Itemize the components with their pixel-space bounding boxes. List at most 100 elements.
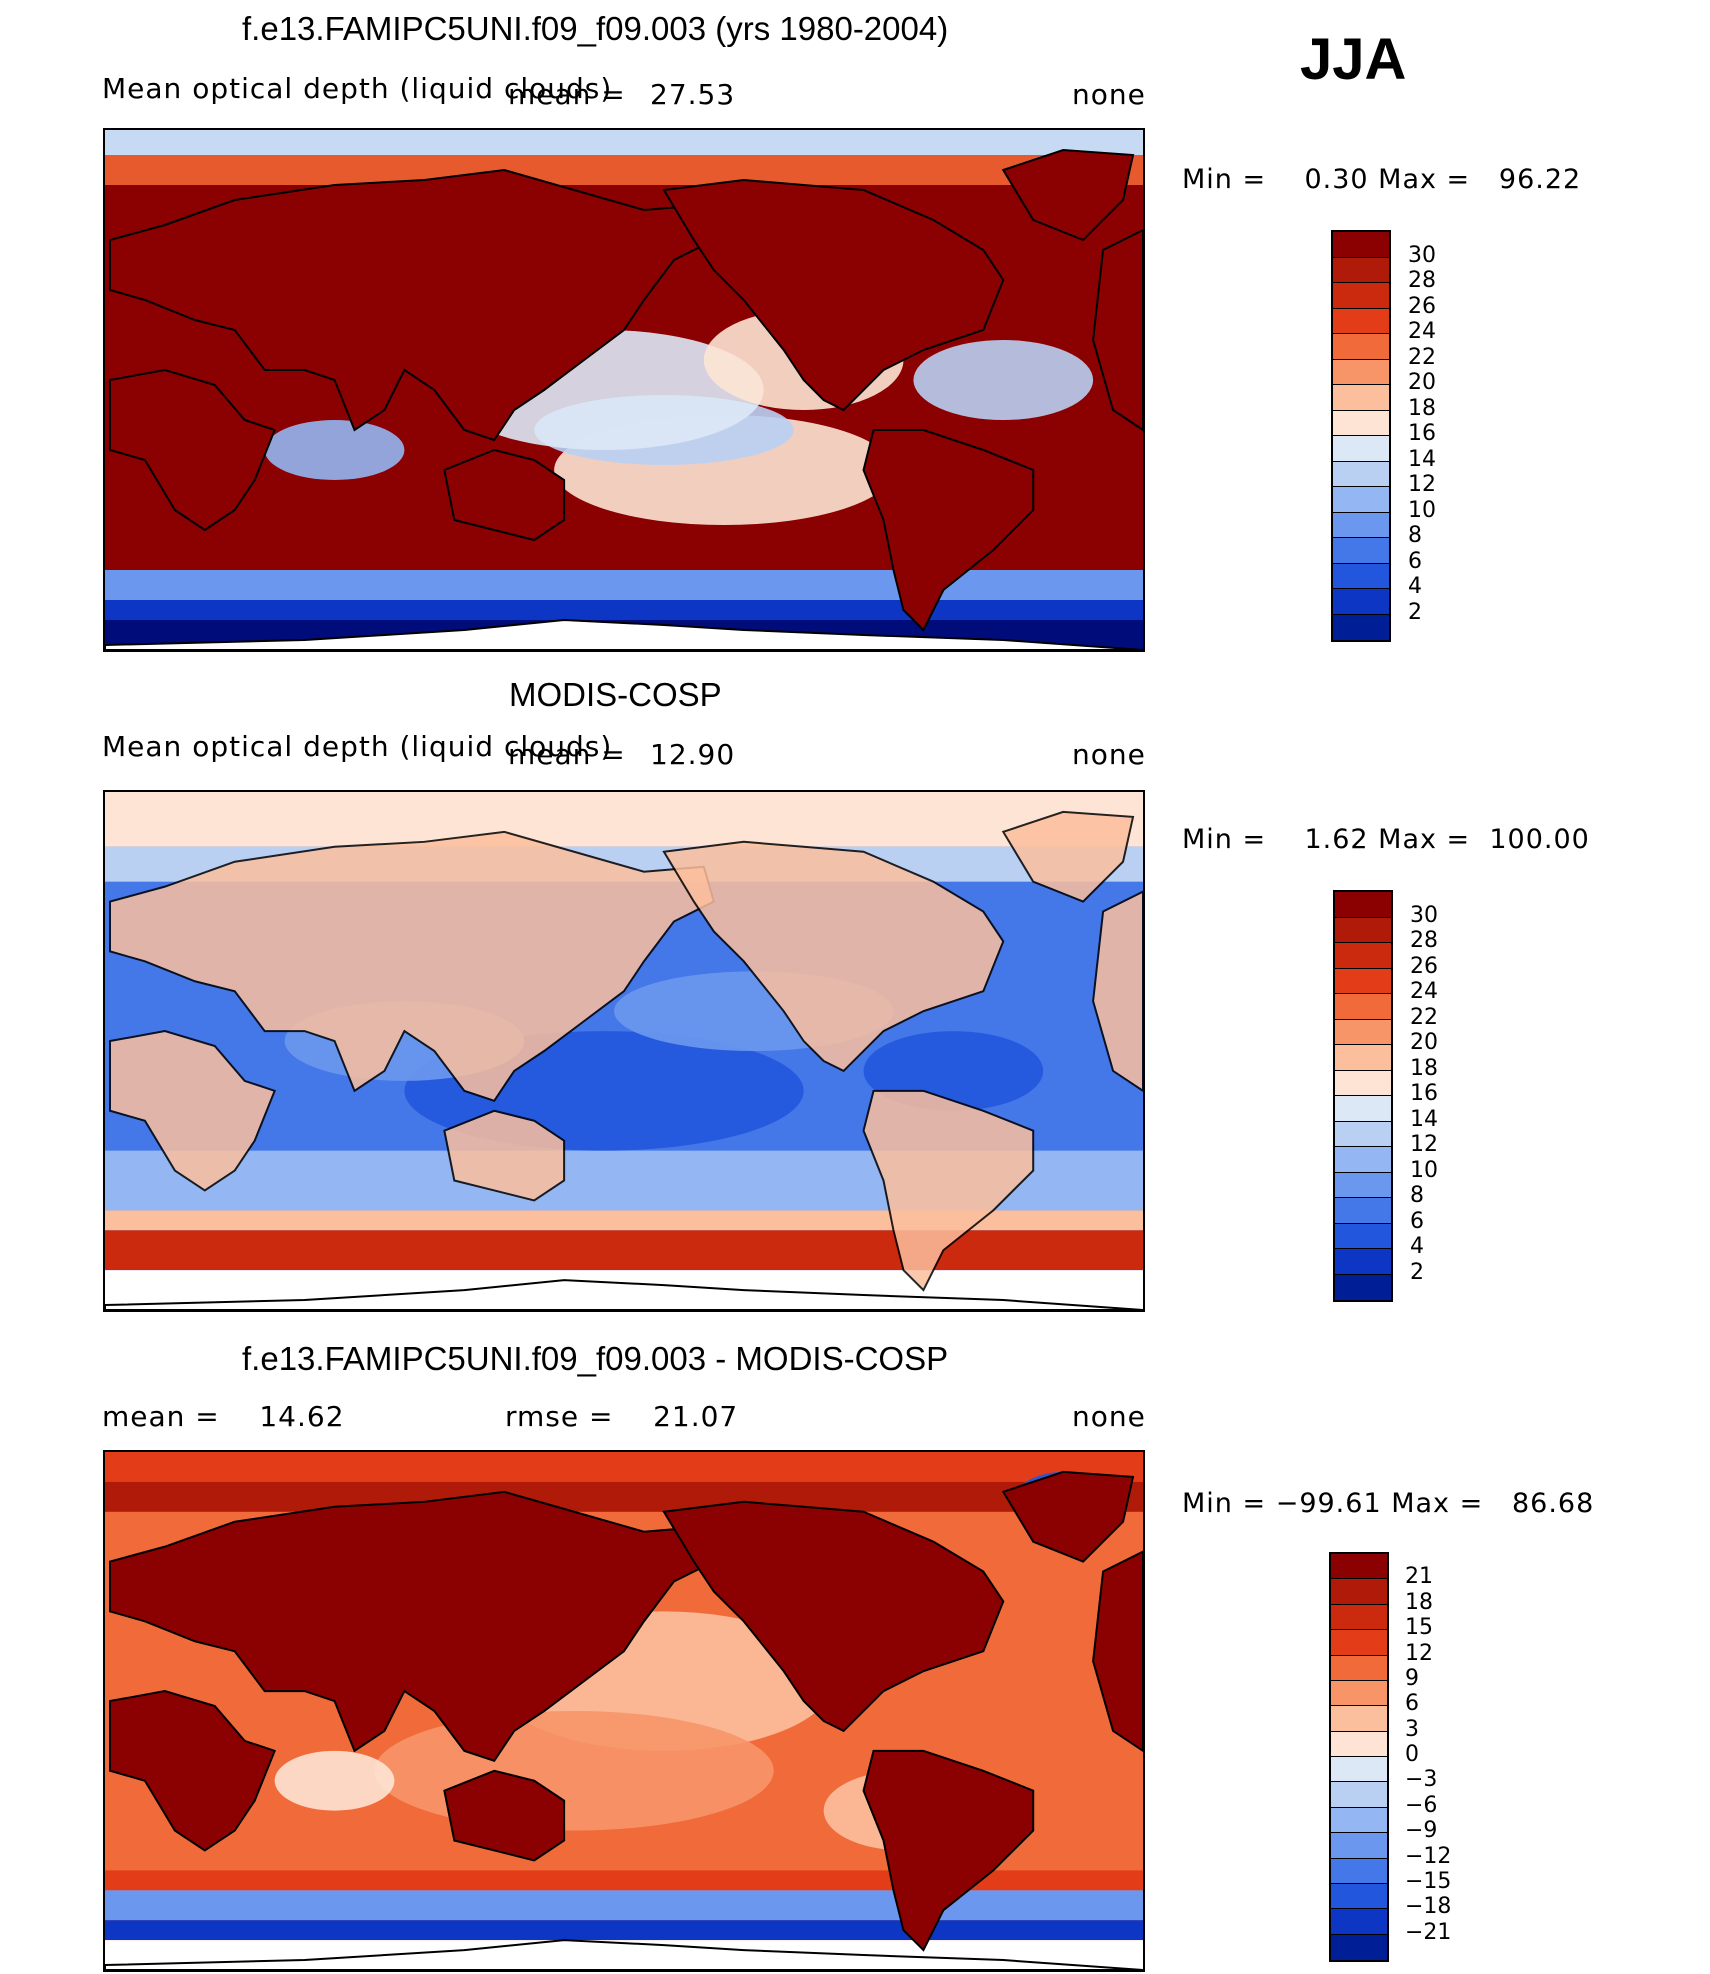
panel1-mean-value: 27.53 [650, 78, 736, 111]
colorbar-tick-label: 16 [1410, 1081, 1438, 1106]
colorbar-swatch [1333, 538, 1389, 564]
colorbar-tick-label: −12 [1405, 1843, 1452, 1869]
colorbar-swatch [1333, 385, 1389, 411]
colorbar-swatch [1335, 1172, 1391, 1198]
colorbar-swatch [1331, 1934, 1387, 1960]
field-anomaly-region [374, 1711, 774, 1831]
colorbar-tick-label: 2 [1410, 1259, 1424, 1285]
colorbar-tick-label: 8 [1410, 1183, 1424, 1208]
asia-coastline [108, 168, 716, 442]
field-anomaly-region [264, 420, 405, 480]
colorbar-tick-label: 10 [1408, 497, 1436, 523]
colorbar-tick-label: 22 [1410, 1004, 1438, 1030]
colorbar-swatch [1335, 943, 1391, 969]
panel3-minmax: Min = −99.61 Max = 86.68 [1182, 1488, 1595, 1519]
colorbar-swatch [1335, 1121, 1391, 1147]
colorbar-swatch [1335, 968, 1391, 994]
colorbar-swatch [1335, 917, 1391, 943]
colorbar-tick-label: 28 [1408, 268, 1436, 293]
colorbar-swatch [1335, 1070, 1391, 1096]
colorbar-swatch [1333, 487, 1389, 513]
europe-coastline [1092, 228, 1143, 432]
field-anomaly-region [274, 1750, 395, 1811]
panel2-units: none [1072, 738, 1146, 771]
colorbar-swatch [1335, 1274, 1391, 1300]
colorbar-tick-label: 20 [1410, 1030, 1438, 1055]
colorbar-tick-label: 26 [1408, 293, 1436, 319]
samerica-coastline [862, 429, 1035, 632]
europe-coastline [1092, 890, 1143, 1093]
samerica-coastline [862, 1749, 1035, 1952]
colorbar-tick-label: 28 [1410, 928, 1438, 953]
colorbar-tick-label: 6 [1405, 1691, 1419, 1717]
season-label: JJA [1300, 27, 1407, 92]
colorbar-swatch [1335, 1198, 1391, 1224]
colorbar-tick-label: −18 [1405, 1894, 1452, 1920]
colorbar-swatch [1331, 1706, 1387, 1732]
colorbar-swatch [1333, 308, 1389, 334]
antarctica-coastline [105, 1939, 1143, 1970]
panel1-map [103, 128, 1145, 652]
field-anomaly-region [913, 340, 1094, 420]
panel3-map [103, 1450, 1145, 1972]
colorbar-swatch [1331, 1833, 1387, 1859]
colorbar-tick-label: 8 [1408, 523, 1422, 548]
africa-coastline [108, 368, 276, 532]
panel1-minmax: Min = 0.30 Max = 96.22 [1182, 164, 1582, 195]
colorbar-tick-label: 21 [1405, 1564, 1433, 1590]
antarctica-coastline [105, 1279, 1143, 1310]
latitude-band-field [105, 1920, 1143, 1941]
colorbar-tick-label: −3 [1405, 1767, 1438, 1793]
panel2-map-svg [105, 792, 1143, 1310]
colorbar-swatch [1335, 1249, 1391, 1275]
panel2-colorbar [1333, 890, 1393, 1302]
colorbar-tick-label: 12 [1410, 1132, 1438, 1157]
latitude-band-field [105, 1210, 1143, 1231]
colorbar-tick-label: −21 [1405, 1919, 1452, 1945]
colorbar-tick-label: 16 [1408, 421, 1436, 446]
colorbar-tick-label: 3 [1405, 1716, 1419, 1742]
panel2-variable-label: Mean optical depth (liquid clouds) [102, 730, 613, 763]
namerica-coastline [662, 1500, 1005, 1733]
colorbar-swatch [1333, 614, 1389, 640]
australia-coastline [443, 448, 566, 542]
colorbar-swatch [1333, 436, 1389, 462]
panel1-variable-label: Mean optical depth (liquid clouds) [102, 72, 613, 105]
panel3-rmse-text: rmse = 21.07 [505, 1400, 739, 1433]
colorbar-tick-label: 14 [1408, 446, 1436, 472]
greenland-coastline [1001, 148, 1135, 242]
panel1-colorbar [1331, 230, 1391, 642]
colorbar-swatch [1333, 334, 1389, 360]
antarctica-coastline [105, 618, 1143, 650]
greenland-coastline [1001, 810, 1135, 903]
colorbar-swatch [1335, 1096, 1391, 1122]
colorbar-tick-label: 22 [1408, 344, 1436, 370]
colorbar-swatch [1333, 589, 1389, 615]
colorbar-swatch [1335, 892, 1391, 918]
asia-coastline [108, 1490, 716, 1762]
latitude-band-field [105, 600, 1143, 620]
colorbar-tick-label: 24 [1410, 979, 1438, 1004]
colorbar-tick-label: 15 [1405, 1615, 1433, 1641]
australia-coastline [443, 1769, 566, 1862]
colorbar-swatch [1331, 1757, 1387, 1783]
colorbar-tick-label: 18 [1405, 1589, 1433, 1615]
latitude-band-field [105, 1870, 1143, 1891]
colorbar-swatch [1333, 232, 1389, 258]
colorbar-swatch [1331, 1858, 1387, 1884]
latitude-band-field [105, 1481, 1143, 1512]
europe-coastline [1092, 1550, 1143, 1753]
colorbar-tick-label: 24 [1408, 319, 1436, 344]
colorbar-tick-label: 30 [1408, 242, 1436, 268]
panel2-map [103, 790, 1145, 1312]
latitude-band-field [105, 1452, 1143, 1482]
colorbar-swatch [1331, 1554, 1387, 1580]
colorbar-tick-label: 4 [1408, 574, 1422, 599]
colorbar-tick-label: 20 [1408, 370, 1436, 395]
latitude-band-field [105, 155, 1143, 185]
latitude-band-field [105, 1890, 1143, 1921]
colorbar-swatch [1335, 1147, 1391, 1173]
colorbar-swatch [1335, 1019, 1391, 1045]
namerica-coastline [662, 840, 1005, 1073]
colorbar-tick-label: 6 [1410, 1208, 1424, 1234]
